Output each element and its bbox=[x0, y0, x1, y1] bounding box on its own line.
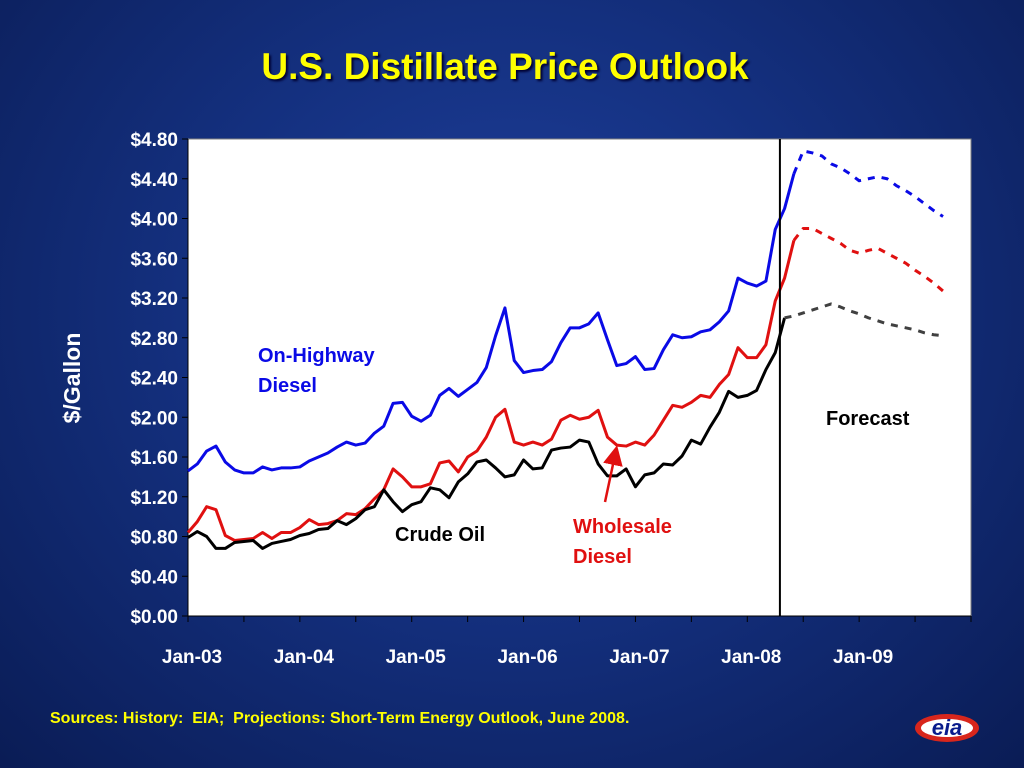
y-tick-label: $2.40 bbox=[130, 369, 178, 390]
on-highway-diesel-history-line bbox=[187, 173, 796, 475]
y-tick-label: $2.00 bbox=[130, 408, 178, 429]
y-axis-label: $/Gallon bbox=[59, 333, 85, 424]
y-tick-label: $4.40 bbox=[130, 170, 178, 191]
plot-area bbox=[187, 138, 972, 617]
eia-logo: eia bbox=[915, 714, 979, 742]
series-label-line: Diesel bbox=[258, 375, 317, 397]
x-tick-label: Jan-03 bbox=[162, 647, 222, 668]
y-tick-label: $0.80 bbox=[130, 528, 178, 549]
x-tick-label: Jan-09 bbox=[833, 647, 893, 668]
x-tick-label: Jan-04 bbox=[274, 647, 335, 668]
x-tick-label: Jan-08 bbox=[721, 647, 781, 668]
page-title: U.S. Distillate Price Outlook bbox=[261, 46, 749, 87]
series-label-line: Crude Oil bbox=[395, 524, 485, 546]
x-axis: Jan-03 Jan-04 Jan-05 Jan-06 Jan-07 Jan-08 Jan-… bbox=[162, 615, 972, 668]
wholesale-diesel-forecast-line bbox=[792, 226, 945, 293]
y-tick-label: $0.00 bbox=[130, 607, 178, 628]
y-tick-label: $2.80 bbox=[130, 329, 178, 350]
x-tick-label: Jan-05 bbox=[386, 647, 447, 668]
series-label-line: Diesel bbox=[573, 546, 632, 568]
series-lines bbox=[186, 149, 945, 550]
y-tick-label: $1.60 bbox=[130, 448, 178, 469]
y-tick-label: $3.20 bbox=[130, 289, 178, 310]
x-tick-label: Jan-06 bbox=[497, 647, 557, 668]
y-tick-label: $3.60 bbox=[130, 249, 178, 270]
series-label-line: Wholesale bbox=[573, 516, 672, 538]
source-note: Sources: History: EIA; Projections: Shor… bbox=[50, 710, 630, 727]
wholesale-diesel-history-line bbox=[186, 240, 796, 542]
x-tick-label: Jan-07 bbox=[609, 647, 669, 668]
on-highway-diesel-forecast-line bbox=[792, 149, 944, 218]
y-tick-label: $0.40 bbox=[130, 567, 178, 588]
eia-logo-text: eia bbox=[932, 715, 963, 740]
y-tick-label: $4.80 bbox=[130, 130, 178, 151]
series-labels: On-Highway Diesel Wholesale Diesel Crude Oil bbox=[258, 345, 672, 568]
y-tick-label: $1.20 bbox=[130, 488, 178, 509]
series-label-line: On-Highway bbox=[258, 345, 376, 367]
wholesale-pointer-arrow bbox=[603, 445, 623, 503]
y-tick-label: $4.00 bbox=[130, 210, 178, 231]
crude-oil-history-line bbox=[187, 317, 787, 550]
forecast-label: Forecast bbox=[826, 408, 910, 430]
y-axis: $0.00 $0.40 $0.80 $1.20 $1.60 $2.00 $2.40 $2.80… bbox=[130, 130, 189, 628]
